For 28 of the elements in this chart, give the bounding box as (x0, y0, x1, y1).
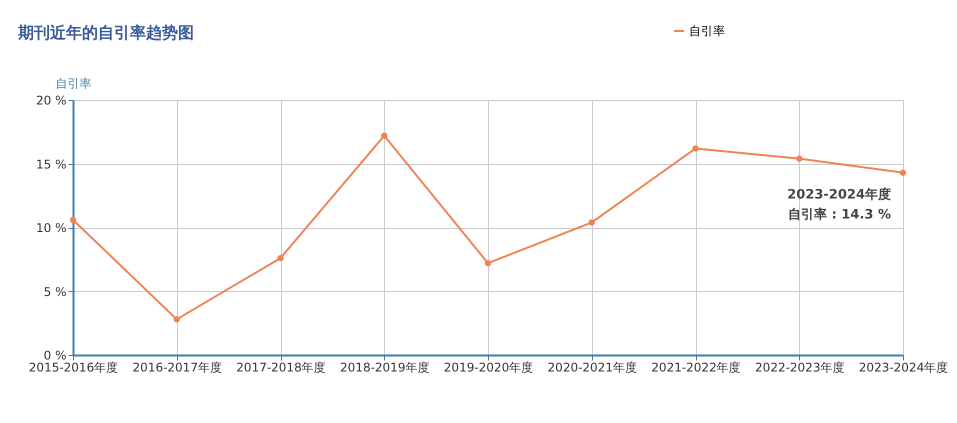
point (174, 316, 180, 322)
point (277, 254, 284, 262)
x-tick-label: 2022-2023年度 (755, 360, 844, 374)
point (796, 155, 802, 162)
point (381, 132, 388, 139)
chart-title: 期刊近年的自引率趋势图 (17, 23, 194, 42)
point (900, 170, 906, 176)
x-tick-label: 2021-2022年度 (651, 360, 741, 374)
y-tick-label: 0 % (44, 348, 66, 362)
x-tick-label: 2020-2021年度 (548, 360, 637, 374)
y-tick-label: 5 % (44, 284, 66, 299)
y-tick-label: 20 % (36, 94, 66, 108)
y-tick-label: 15 % (36, 157, 66, 172)
x-tick-label: 2023-2024年度 (858, 360, 948, 374)
x-tick-label: 2015-2016年度 (28, 360, 118, 374)
annotation: 2023-2024年度 (787, 186, 891, 203)
annotation: 自引率 : 14.3 % (788, 206, 891, 223)
x-tick-label: 2016-2017年度 (132, 360, 222, 374)
point (692, 145, 699, 152)
x-tick-label: 2018-2019年度 (340, 360, 430, 374)
point (70, 216, 76, 224)
x-tick-label: 2017-2018年度 (236, 360, 326, 374)
y-tick-label: 10 % (36, 221, 66, 235)
x-tick-label: 2019-2020年度 (444, 360, 534, 374)
legend-label: 自引率 (689, 24, 725, 38)
y-axis-title: 自引率 (56, 76, 92, 90)
point (588, 219, 595, 226)
point (484, 260, 492, 266)
